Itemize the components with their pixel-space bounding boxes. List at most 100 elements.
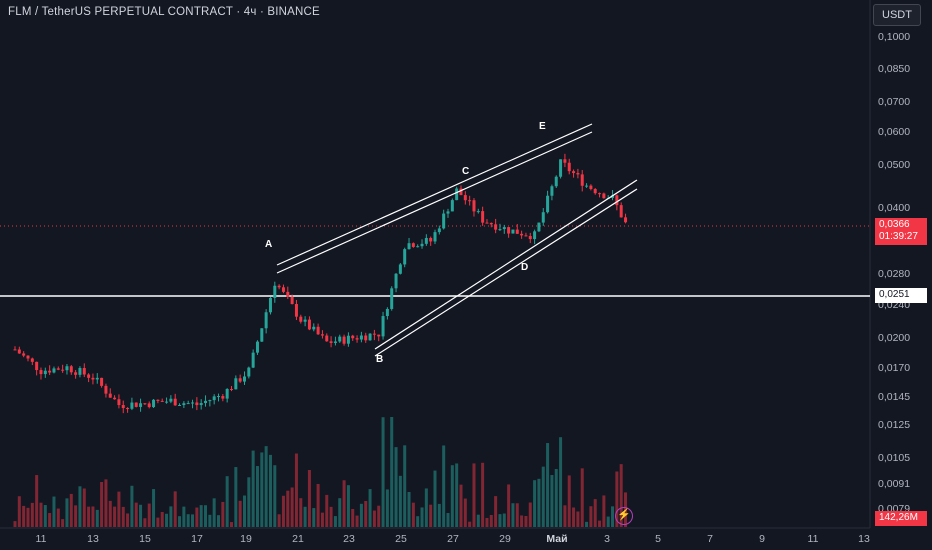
volume-bar bbox=[281, 495, 285, 527]
volume-bar bbox=[494, 496, 498, 527]
volume-bar bbox=[429, 504, 433, 527]
volume-bar bbox=[117, 491, 121, 527]
candle-body bbox=[342, 336, 346, 344]
volume-bars bbox=[13, 417, 628, 527]
candle-body bbox=[286, 291, 290, 297]
candle-body bbox=[303, 319, 307, 322]
volume-bar bbox=[74, 505, 78, 527]
lightning-icon[interactable]: ⚡ bbox=[615, 507, 633, 525]
candle-body bbox=[182, 403, 186, 405]
volume-bar bbox=[65, 498, 69, 527]
time-tick: 11 bbox=[36, 533, 47, 545]
candle-body bbox=[52, 368, 56, 373]
candle-body bbox=[312, 326, 316, 330]
volume-bar bbox=[13, 521, 17, 527]
time-tick: 27 bbox=[447, 533, 459, 545]
time-tick: 15 bbox=[139, 533, 151, 545]
candle-body bbox=[429, 237, 433, 242]
candle-body bbox=[619, 205, 623, 218]
volume-bar bbox=[572, 507, 576, 527]
candle-body bbox=[338, 336, 342, 342]
volume-bar bbox=[563, 505, 567, 527]
pattern-label-e: E bbox=[539, 121, 546, 132]
volume-bar bbox=[381, 417, 385, 527]
volume-bar bbox=[247, 477, 251, 527]
candle-body bbox=[420, 243, 424, 247]
volume-bar bbox=[346, 485, 350, 527]
time-axis[interactable]: 11 13 15 17 19 21 23 25 27 29 Май 3 5 7 … bbox=[36, 533, 870, 545]
candle-body bbox=[238, 378, 242, 382]
candle-body bbox=[268, 297, 272, 313]
volume-bar bbox=[113, 506, 117, 527]
volume-bar bbox=[134, 502, 138, 527]
channel-lines[interactable] bbox=[276, 123, 638, 357]
volume-bar bbox=[230, 522, 233, 527]
candle-body bbox=[273, 285, 277, 298]
price-tick: 0,0280 bbox=[878, 268, 910, 280]
volume-bar bbox=[299, 498, 303, 527]
volume-bar bbox=[589, 506, 593, 527]
volume-bar bbox=[476, 514, 480, 527]
pattern-label-a: A bbox=[265, 239, 272, 250]
volume-bar bbox=[290, 487, 294, 527]
candle-body bbox=[472, 200, 476, 212]
candle-body bbox=[147, 403, 151, 408]
volume-bar bbox=[377, 505, 381, 527]
candle-body bbox=[61, 369, 65, 371]
volume-bar bbox=[355, 515, 359, 527]
candle-body bbox=[69, 366, 73, 373]
symbol-title[interactable]: FLM / TetherUS PERPETUAL CONTRACT · 4ч ·… bbox=[8, 6, 320, 18]
volume-bar bbox=[104, 479, 108, 527]
volume-bar bbox=[359, 503, 363, 527]
currency-button[interactable]: USDT bbox=[873, 4, 921, 26]
price-axis[interactable]: 0,1000 0,0850 0,0700 0,0600 0,0500 0,040… bbox=[878, 31, 910, 515]
volume-bar bbox=[507, 484, 511, 527]
candle-body bbox=[407, 243, 411, 250]
volume-bar bbox=[39, 502, 43, 527]
volume-bar bbox=[442, 445, 446, 527]
candle-body bbox=[165, 401, 169, 403]
time-tick: 21 bbox=[292, 533, 304, 545]
candle-body bbox=[173, 398, 177, 406]
volume-bar bbox=[52, 496, 56, 527]
price-tick: 0,0170 bbox=[878, 362, 910, 374]
channel-lower-line-2[interactable] bbox=[374, 188, 638, 357]
volume-bar bbox=[61, 519, 65, 527]
line-price-tag: 0,0251 bbox=[875, 288, 927, 303]
volume-bar bbox=[420, 507, 424, 527]
candle-body bbox=[585, 185, 589, 187]
price-tick: 0,0105 bbox=[878, 452, 910, 464]
candle-body bbox=[35, 361, 39, 371]
candle-body bbox=[576, 173, 580, 175]
channel-upper-line-1[interactable] bbox=[276, 123, 593, 266]
time-tick: 19 bbox=[240, 533, 252, 545]
volume-bar bbox=[35, 475, 39, 527]
candle-body bbox=[468, 200, 472, 202]
candle-body bbox=[139, 403, 143, 407]
channel-upper-line-2[interactable] bbox=[276, 131, 593, 274]
candle-body bbox=[130, 402, 134, 409]
volume-bar bbox=[489, 514, 493, 527]
candle-body bbox=[255, 341, 259, 353]
volume-bar bbox=[437, 503, 441, 527]
volume-bar bbox=[191, 514, 195, 527]
candle-body bbox=[520, 233, 524, 236]
candle-body bbox=[424, 237, 428, 244]
last-price-tag: 0,0366 01:39:27 bbox=[875, 218, 927, 245]
candle-body bbox=[507, 227, 511, 234]
channel-lower-line-1[interactable] bbox=[374, 179, 638, 350]
candle-body bbox=[364, 335, 368, 341]
candle-body bbox=[108, 393, 112, 398]
candle-body bbox=[48, 370, 52, 373]
volume-bar bbox=[450, 465, 454, 527]
candle-body bbox=[372, 333, 376, 335]
volume-bar bbox=[433, 470, 437, 527]
candle-body bbox=[459, 188, 463, 196]
volume-bar bbox=[303, 506, 307, 527]
volume-bar bbox=[91, 506, 95, 527]
candle-body bbox=[121, 405, 125, 409]
volume-bar bbox=[178, 516, 182, 527]
time-tick-month: Май bbox=[546, 533, 567, 545]
candle-body bbox=[325, 335, 329, 342]
